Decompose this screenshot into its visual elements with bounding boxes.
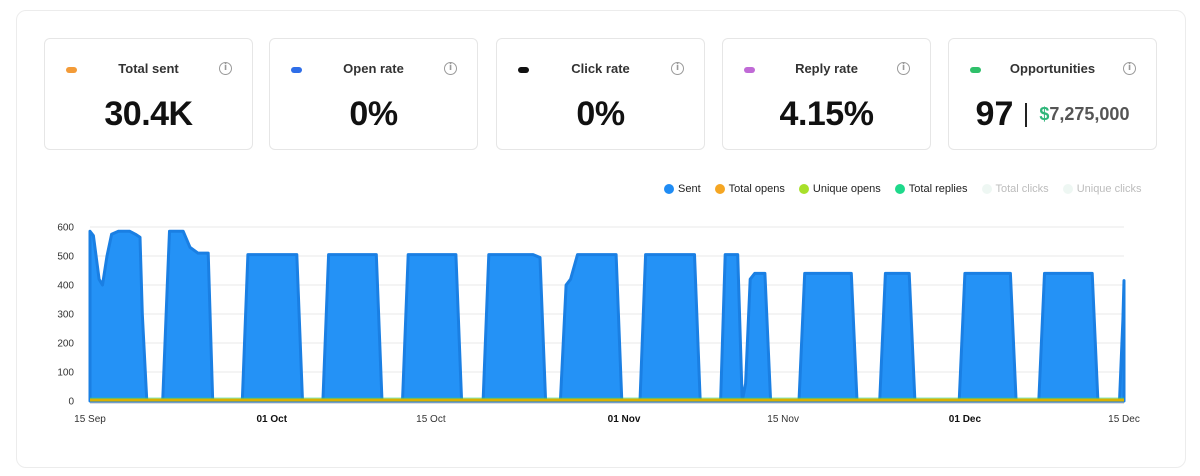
legend-item-total-clicks[interactable]: Total clicks bbox=[981, 183, 1049, 195]
x-tick-label: 15 Dec bbox=[1108, 414, 1140, 425]
stat-card-click-rate: Click rate i 0% bbox=[496, 38, 705, 150]
stat-card-total-sent: Total sent i 30.4K bbox=[44, 38, 253, 150]
stat-value: 0% bbox=[349, 95, 398, 133]
x-tick-label: 15 Nov bbox=[767, 414, 799, 425]
stat-card-reply-rate: Reply rate i 4.15% bbox=[722, 38, 931, 150]
info-icon[interactable]: i bbox=[219, 62, 232, 75]
legend-swatch bbox=[664, 184, 674, 194]
legend-swatch bbox=[894, 184, 905, 194]
stat-card-opportunities: Opportunities i 97 $7,275,000 bbox=[948, 38, 1157, 150]
y-tick-label: 600 bbox=[57, 223, 74, 234]
total-sent-color-dot bbox=[66, 67, 77, 73]
stat-value: 4.15% bbox=[779, 95, 874, 133]
legend-item-total-opens[interactable]: Total opens bbox=[714, 183, 785, 195]
legend-swatch bbox=[981, 184, 992, 194]
amount-value: 7,275,000 bbox=[1049, 104, 1130, 124]
stat-label: Open rate bbox=[343, 61, 404, 76]
x-tick-label: 01 Dec bbox=[949, 414, 982, 425]
y-tick-label: 500 bbox=[57, 252, 74, 263]
legend-label: Sent bbox=[678, 183, 701, 195]
opportunities-count: 97 bbox=[975, 95, 1014, 133]
x-tick-label: 15 Sep bbox=[74, 414, 106, 425]
legend-item-unique-clicks[interactable]: Unique clicks bbox=[1062, 183, 1142, 195]
opportunities-amount: $7,275,000 bbox=[1039, 104, 1129, 125]
x-tick-label: 15 Oct bbox=[416, 414, 446, 425]
legend-label: Unique opens bbox=[812, 183, 881, 195]
y-tick-label: 0 bbox=[68, 397, 74, 408]
click-rate-color-dot bbox=[518, 67, 529, 73]
currency-symbol: $ bbox=[1039, 104, 1050, 124]
y-tick-label: 300 bbox=[57, 310, 74, 321]
info-icon[interactable]: i bbox=[444, 62, 457, 75]
legend-label: Unique clicks bbox=[1076, 183, 1142, 195]
legend-swatch bbox=[798, 184, 809, 194]
legend-label: Total replies bbox=[908, 183, 968, 195]
x-tick-label: 01 Oct bbox=[257, 414, 288, 425]
stat-label: Click rate bbox=[571, 61, 630, 76]
legend-label: Total clicks bbox=[995, 183, 1049, 195]
stat-value: 0% bbox=[576, 95, 625, 133]
stat-value: 30.4K bbox=[104, 95, 193, 133]
stat-card-open-rate: Open rate i 0% bbox=[269, 38, 478, 150]
stat-label: Total sent bbox=[118, 61, 179, 76]
sent-series-area bbox=[88, 229, 1126, 403]
open-rate-color-dot bbox=[291, 67, 302, 73]
value-divider bbox=[1025, 102, 1028, 127]
stat-label: Opportunities bbox=[1009, 61, 1096, 76]
y-tick-label: 400 bbox=[57, 281, 74, 292]
legend-item-sent[interactable]: Sent bbox=[664, 183, 701, 195]
opportunities-value: 97 $7,275,000 bbox=[949, 95, 1156, 134]
legend-swatch bbox=[1062, 184, 1073, 194]
info-icon[interactable]: i bbox=[1123, 62, 1136, 75]
y-tick-label: 200 bbox=[57, 339, 74, 350]
y-tick-label: 100 bbox=[57, 368, 74, 379]
opportunities-color-dot bbox=[970, 67, 981, 73]
info-icon[interactable]: i bbox=[897, 62, 910, 75]
x-tick-label: 01 Nov bbox=[608, 414, 641, 425]
stat-label: Reply rate bbox=[795, 61, 858, 76]
legend-item-unique-opens[interactable]: Unique opens bbox=[798, 183, 881, 195]
legend-item-total-replies[interactable]: Total replies bbox=[894, 183, 968, 195]
chart-legend: Sent Total opens Unique opens Total repl… bbox=[664, 183, 1156, 195]
reply-rate-color-dot bbox=[744, 67, 755, 73]
legend-label: Total opens bbox=[728, 183, 785, 195]
legend-swatch bbox=[714, 184, 725, 194]
info-icon[interactable]: i bbox=[671, 62, 684, 75]
